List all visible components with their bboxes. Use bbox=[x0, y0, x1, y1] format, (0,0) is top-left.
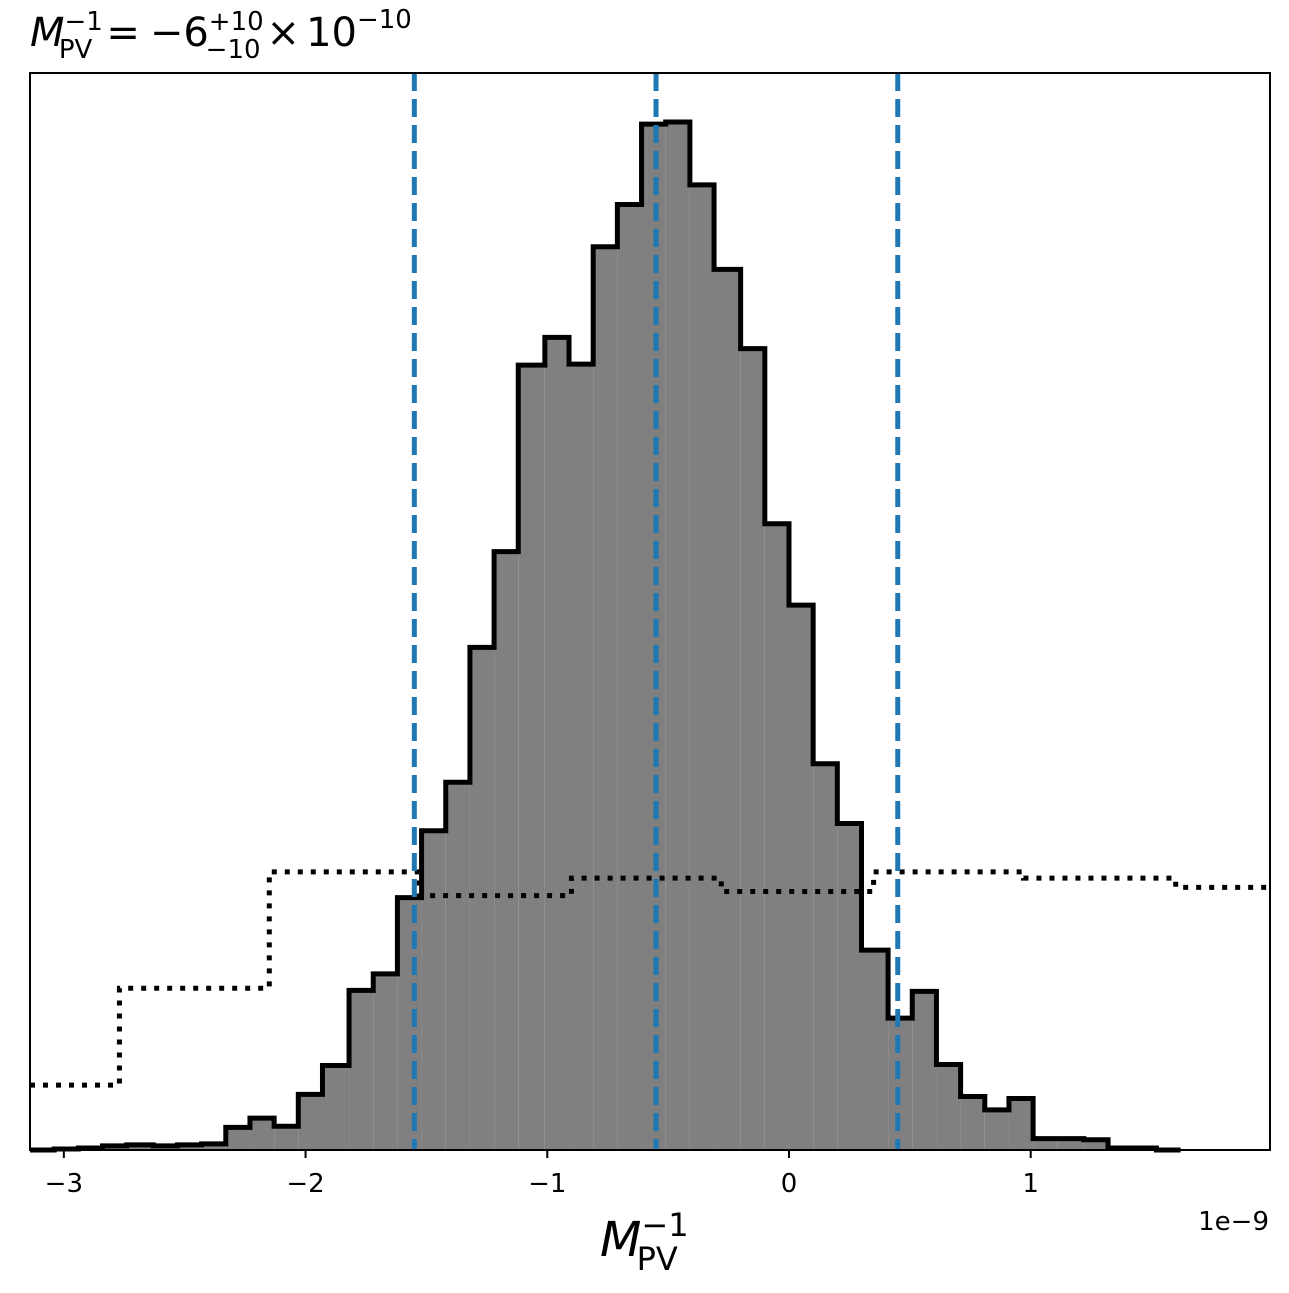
histogram-bar bbox=[1083, 1139, 1109, 1150]
histogram-bar bbox=[861, 950, 889, 1150]
histogram-bar bbox=[665, 122, 690, 1150]
histogram-bar bbox=[201, 1143, 226, 1150]
histogram-bar bbox=[298, 1094, 323, 1150]
title-err-plus: +10 bbox=[209, 7, 264, 37]
x-ticks-layer: −3 −2 −1 0 1 bbox=[45, 1150, 1039, 1199]
histogram-bar bbox=[984, 1109, 1009, 1150]
histogram-bar bbox=[274, 1126, 299, 1150]
histogram-bar bbox=[445, 782, 470, 1150]
histogram-bar bbox=[249, 1118, 275, 1150]
x-tick-label: −3 bbox=[45, 1169, 83, 1199]
chart-title: M−1 PV = −6+10 −10 × 10−10 bbox=[30, 5, 412, 65]
xlabel-symbol: M bbox=[600, 1212, 641, 1268]
x-tick-label: −1 bbox=[528, 1169, 566, 1199]
histogram-bar bbox=[469, 647, 495, 1150]
title-symbol-sub: PV bbox=[59, 35, 93, 65]
histogram-bar bbox=[912, 991, 937, 1150]
xlabel-sup: −1 bbox=[641, 1206, 688, 1244]
histogram-bar bbox=[544, 337, 570, 1151]
histogram-bar bbox=[397, 897, 422, 1150]
title-symbol: M bbox=[30, 10, 65, 56]
histogram-bar bbox=[788, 605, 814, 1150]
x-tick-label: 1 bbox=[1022, 1169, 1039, 1199]
xlabel-sub: PV bbox=[637, 1240, 678, 1278]
x-tick-label: −2 bbox=[286, 1169, 324, 1199]
x-axis-label: M−1 PV bbox=[600, 1206, 689, 1278]
histogram-outline bbox=[30, 119, 1181, 1153]
histogram-bar bbox=[617, 204, 642, 1150]
title-symbol-sup: −1 bbox=[65, 7, 103, 37]
title-exp-power: −10 bbox=[357, 5, 412, 35]
histogram-bar bbox=[1057, 1138, 1084, 1150]
histogram-bar bbox=[421, 830, 446, 1150]
title-value: −6 bbox=[150, 10, 209, 56]
histogram-bar bbox=[593, 246, 618, 1150]
histogram-bar bbox=[936, 1064, 961, 1150]
histogram-bar bbox=[177, 1144, 202, 1150]
histogram-bar bbox=[813, 763, 838, 1150]
histogram-bar bbox=[349, 990, 374, 1150]
histogram-bar bbox=[126, 1144, 154, 1150]
histogram-bar bbox=[740, 348, 765, 1150]
title-times: × bbox=[267, 10, 301, 56]
title-exp-base: 10 bbox=[306, 10, 357, 56]
histogram-bar bbox=[373, 973, 398, 1150]
histogram-bar bbox=[225, 1127, 250, 1150]
histogram-bar bbox=[960, 1096, 985, 1150]
x-axis-offset-label: 1e−9 bbox=[1198, 1207, 1269, 1237]
title-err-minus: −10 bbox=[206, 35, 261, 65]
histogram-bar bbox=[837, 823, 862, 1150]
histogram-bar bbox=[569, 364, 594, 1150]
axes-frame bbox=[29, 72, 1271, 1151]
histogram-fill-layer bbox=[30, 119, 1181, 1153]
quantile-lines-layer bbox=[411, 73, 901, 1150]
histogram-bar bbox=[494, 551, 519, 1150]
histogram-bar bbox=[322, 1065, 350, 1150]
histogram-bar bbox=[518, 365, 545, 1150]
histogram-bar bbox=[1008, 1098, 1034, 1150]
histogram-bar bbox=[714, 269, 741, 1151]
histogram-bar bbox=[764, 523, 789, 1150]
histogram-bar bbox=[689, 184, 715, 1150]
histogram-bar bbox=[1033, 1138, 1058, 1150]
title-equals: = bbox=[106, 10, 140, 56]
x-tick-label: 0 bbox=[781, 1169, 798, 1199]
